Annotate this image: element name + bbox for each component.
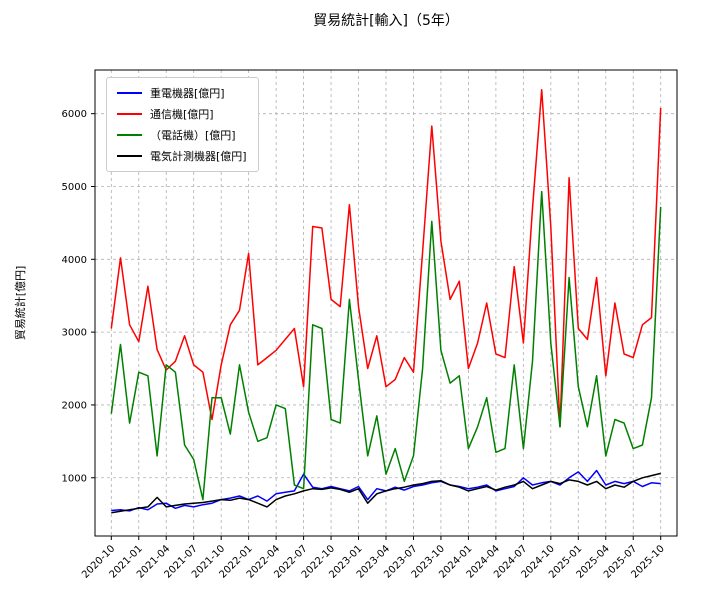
- legend-label: 通信機[億円]: [150, 108, 214, 121]
- series-line: [110, 190, 662, 501]
- series-line: [111, 472, 661, 514]
- y-tick-label: 1000: [62, 473, 87, 484]
- legend-line-swatch: [117, 155, 142, 157]
- legend-item: 電気計測機器[億円]: [117, 149, 247, 163]
- y-tick-label: 5000: [62, 182, 87, 193]
- legend-label: 重電機器[億円]: [150, 87, 225, 100]
- legend-item: 重電機器[億円]: [117, 86, 247, 100]
- y-axis-label: 貿易統計[億円]: [13, 266, 27, 341]
- y-tick-label: 6000: [62, 109, 87, 120]
- axes-frame: [94, 69, 678, 537]
- legend-label: 電気計測機器[億円]: [150, 150, 247, 163]
- y-tick-label: 2000: [62, 400, 87, 411]
- legend-item: 通信機[億円]: [117, 107, 247, 121]
- legend-line-swatch: [117, 92, 142, 94]
- legend-line-swatch: [117, 134, 142, 136]
- legend-line-swatch: [117, 113, 142, 115]
- series-line: [110, 88, 662, 428]
- y-tick-label: 4000: [62, 255, 87, 266]
- y-tick-label: 3000: [62, 328, 87, 339]
- legend-item: （電話機）[億円]: [117, 128, 247, 142]
- legend: 重電機器[億円] 通信機[億円] （電話機）[億円] 電気計測機器[億円]: [106, 77, 259, 172]
- chart-title: 貿易統計[輸入]（5年）: [313, 13, 459, 29]
- legend-label: （電話機）[億円]: [150, 129, 236, 142]
